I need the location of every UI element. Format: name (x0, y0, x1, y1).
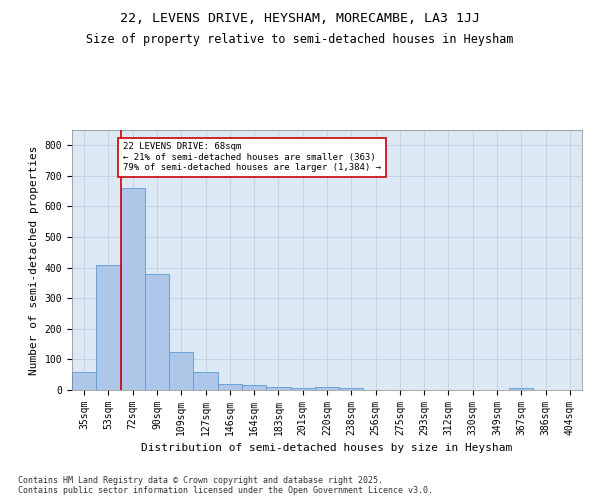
Bar (290, 388, 315, 390)
Bar (509, 388, 533, 390)
Text: 22, LEVENS DRIVE, HEYSHAM, MORECAMBE, LA3 1JJ: 22, LEVENS DRIVE, HEYSHAM, MORECAMBE, LA… (120, 12, 480, 26)
Text: 22 LEVENS DRIVE: 68sqm
← 21% of semi-detached houses are smaller (363)
79% of se: 22 LEVENS DRIVE: 68sqm ← 21% of semi-det… (123, 142, 381, 172)
Bar (121, 188, 145, 390)
Bar (339, 388, 364, 390)
Bar (72, 372, 96, 390)
Bar (145, 274, 169, 390)
X-axis label: Distribution of semi-detached houses by size in Heysham: Distribution of semi-detached houses by … (142, 444, 512, 454)
Y-axis label: Number of semi-detached properties: Number of semi-detached properties (29, 145, 39, 375)
Text: Size of property relative to semi-detached houses in Heysham: Size of property relative to semi-detach… (86, 32, 514, 46)
Bar (96, 264, 121, 390)
Bar (315, 387, 339, 390)
Bar (193, 372, 218, 390)
Bar (169, 352, 193, 390)
Bar (218, 384, 242, 390)
Bar (266, 387, 290, 390)
Bar (242, 386, 266, 390)
Text: Contains HM Land Registry data © Crown copyright and database right 2025.
Contai: Contains HM Land Registry data © Crown c… (18, 476, 433, 495)
